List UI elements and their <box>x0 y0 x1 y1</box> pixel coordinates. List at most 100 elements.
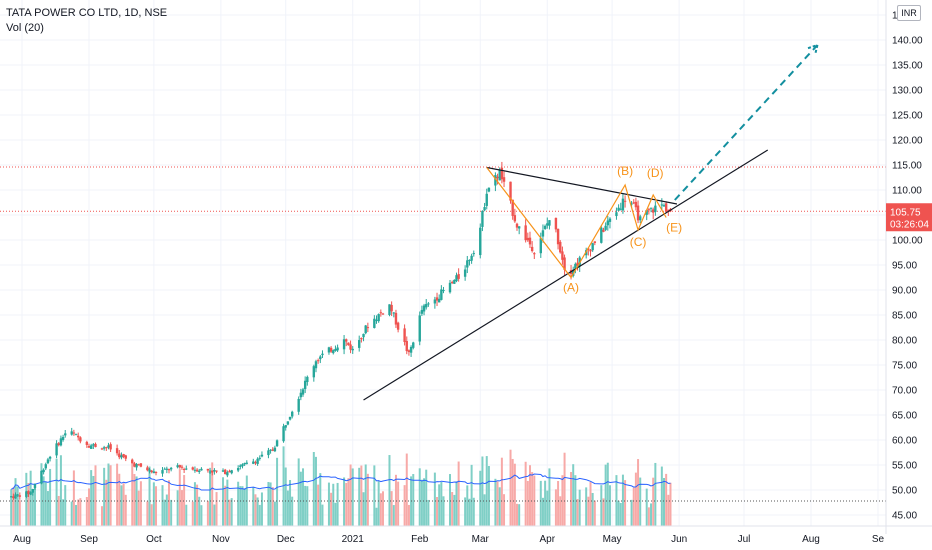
candle-body <box>9 496 13 498</box>
candle-body <box>185 468 188 470</box>
wave-label: (E) <box>666 221 682 235</box>
volume-bar <box>494 478 497 526</box>
volume-bar <box>397 481 400 526</box>
candle-body <box>617 207 620 211</box>
candle-body <box>245 462 249 464</box>
currency-label[interactable]: INR <box>897 5 921 21</box>
volume-bar <box>645 488 648 526</box>
volume-bar <box>442 496 445 526</box>
candle-body <box>453 280 456 284</box>
candle-body <box>87 446 91 448</box>
time-axis[interactable]: Aug Sep Oct Nov Dec 2021 Feb Mar Apr May Jun Jul Aug… <box>0 525 932 545</box>
volume-bar <box>667 494 670 526</box>
volume-bar <box>304 485 307 526</box>
candle-body <box>89 445 93 449</box>
time-tick-label: Mar <box>472 534 490 545</box>
volume-bar <box>360 465 363 526</box>
candle-body <box>148 469 151 472</box>
candle-body <box>591 243 594 251</box>
projection-arrow[interactable] <box>674 44 819 201</box>
candle-body <box>29 492 32 495</box>
volume-bar <box>637 459 640 526</box>
volume-bar <box>403 485 406 526</box>
support-trendline[interactable] <box>363 149 769 401</box>
volume-bar <box>321 504 324 526</box>
volume-bar <box>226 479 229 526</box>
candle-body <box>349 344 352 350</box>
volume-bar <box>485 456 488 526</box>
volume-bar <box>222 477 225 526</box>
volume-bar <box>256 497 259 526</box>
volume-bar <box>604 464 607 526</box>
price-tick-label: 125.00 <box>892 111 923 122</box>
candle-body <box>169 467 173 470</box>
time-tick-label: Jun <box>671 534 687 545</box>
candle-body <box>485 193 488 206</box>
volume-bar <box>632 487 635 526</box>
time-tick-label: Aug <box>802 534 820 545</box>
candle-body <box>358 340 361 348</box>
elliott-wave-path[interactable] <box>486 167 667 279</box>
volume-bar <box>574 475 577 526</box>
volume-bar <box>27 482 30 526</box>
candle-body <box>191 467 194 470</box>
candle-body <box>46 459 50 464</box>
candle-body <box>403 328 406 343</box>
volume-bar <box>639 477 642 526</box>
candle-body <box>195 469 199 472</box>
volume-bar <box>161 485 164 526</box>
volume-bar <box>183 475 186 526</box>
volume-bar <box>191 501 194 526</box>
volume-bar <box>518 504 521 526</box>
candle-body <box>215 470 218 472</box>
candle-body <box>316 360 320 362</box>
volume-bar <box>576 499 579 526</box>
candle-body <box>182 468 186 470</box>
candle-body <box>180 466 184 468</box>
candle-body <box>496 176 499 179</box>
time-tick-label: 2021 <box>342 534 365 545</box>
candle-body <box>165 468 169 470</box>
candle-body <box>418 315 421 342</box>
price-tick-label: 60.00 <box>892 436 917 447</box>
volume-bar <box>79 498 82 526</box>
volume-bar <box>381 491 384 526</box>
volume-bar <box>619 503 622 526</box>
volume-bar <box>563 452 566 526</box>
volume-bar <box>230 498 233 526</box>
candle-body <box>27 490 30 494</box>
candle-body <box>470 255 473 261</box>
candle-body <box>606 220 609 226</box>
volume-bar <box>528 465 531 526</box>
candle-body <box>109 444 112 450</box>
volume-bar <box>541 497 544 526</box>
candle-body <box>74 434 78 436</box>
candle-body <box>548 220 551 226</box>
projection-arrow-head <box>807 43 819 55</box>
candle-body <box>351 348 354 351</box>
candle-body <box>649 207 653 209</box>
volume-bar <box>332 483 335 526</box>
candle-body <box>120 455 123 458</box>
volume-bar <box>654 462 657 526</box>
candle-body <box>77 435 80 438</box>
resistance-trendline[interactable] <box>486 166 678 205</box>
candle-body <box>442 290 445 292</box>
candle-body <box>396 322 400 330</box>
candle-body <box>425 304 428 308</box>
volume-bar <box>139 481 142 526</box>
volume-bar <box>585 487 588 526</box>
candle-body <box>167 469 171 471</box>
candle-body <box>561 251 564 260</box>
candle-body <box>228 470 231 473</box>
candle-body <box>193 469 197 471</box>
candle-body <box>360 337 363 340</box>
candle-body <box>498 169 501 181</box>
candle-body <box>303 380 307 390</box>
candle-body <box>312 366 316 378</box>
candle-body <box>435 297 439 301</box>
candle-body <box>291 411 294 417</box>
price-axis[interactable]: 140.00 135.00 130.00 125.00 120.00 115.00 110.… <box>885 0 923 534</box>
candle-body <box>487 187 491 192</box>
